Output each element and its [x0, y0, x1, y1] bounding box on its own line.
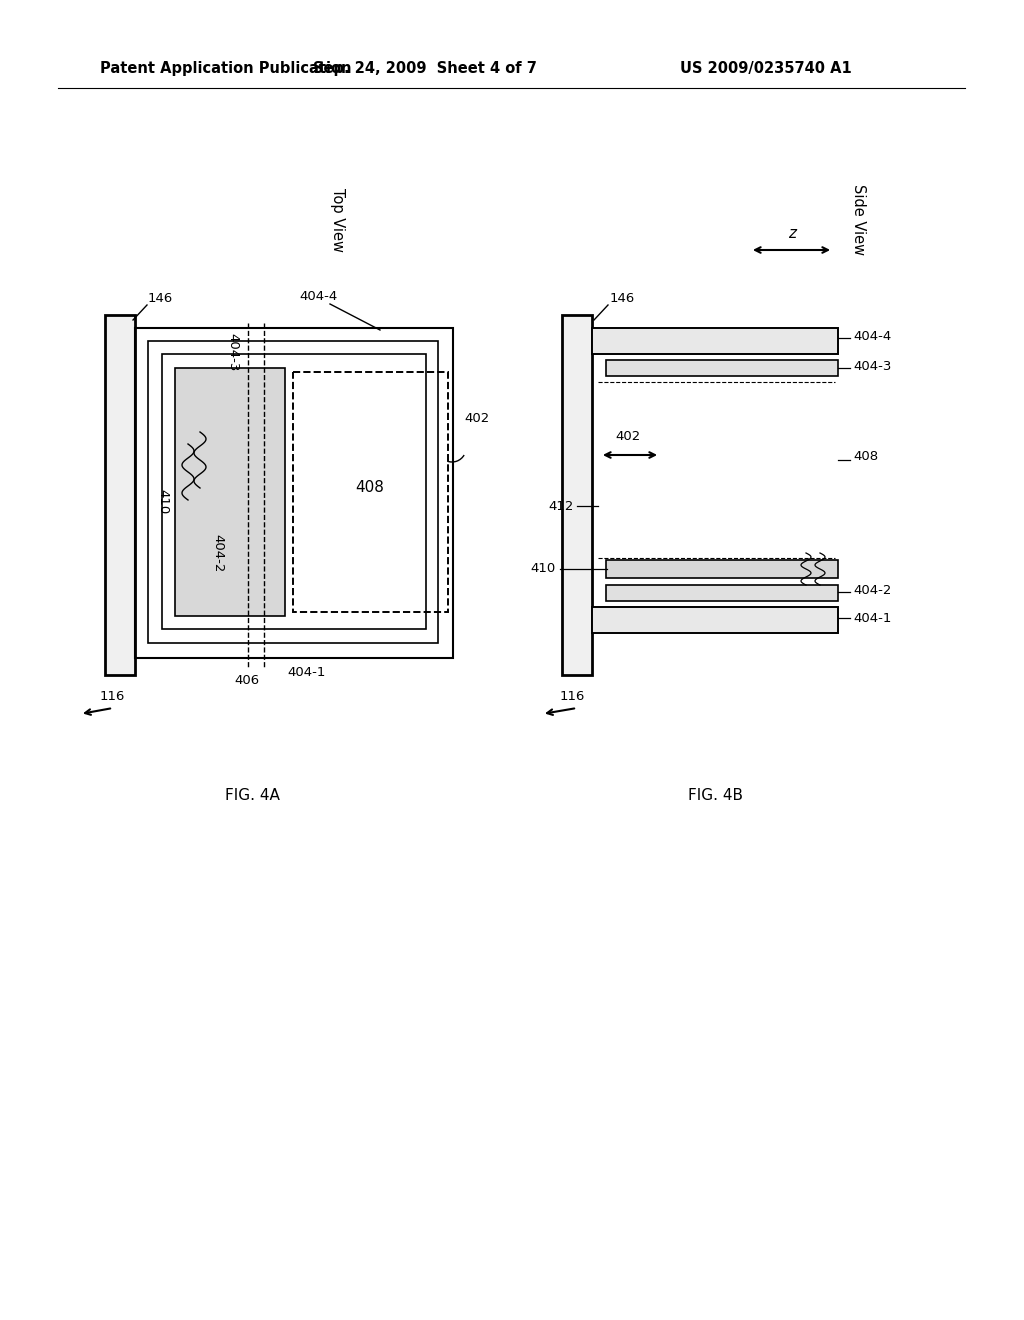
- Bar: [606, 360, 838, 376]
- Text: 146: 146: [610, 292, 635, 305]
- Text: 408: 408: [853, 450, 879, 462]
- Text: 404-2: 404-2: [212, 533, 224, 572]
- Text: 404-1: 404-1: [288, 665, 327, 678]
- Bar: [592, 327, 838, 354]
- Text: 116: 116: [559, 690, 585, 704]
- Text: 404-2: 404-2: [853, 585, 891, 598]
- Bar: [606, 560, 838, 578]
- Text: Side View: Side View: [851, 185, 865, 256]
- Bar: [293, 372, 449, 612]
- Text: 404-3: 404-3: [853, 359, 891, 372]
- Text: 406: 406: [234, 673, 259, 686]
- Text: FIG. 4B: FIG. 4B: [687, 788, 742, 803]
- Bar: [135, 327, 453, 657]
- Text: 402: 402: [464, 412, 489, 425]
- Text: Patent Application Publication: Patent Application Publication: [100, 61, 351, 75]
- Bar: [562, 315, 592, 675]
- Text: Sep. 24, 2009  Sheet 4 of 7: Sep. 24, 2009 Sheet 4 of 7: [313, 61, 537, 75]
- Bar: [592, 607, 838, 634]
- Text: z: z: [788, 227, 796, 242]
- Text: 412: 412: [549, 499, 574, 512]
- Text: 404-1: 404-1: [853, 611, 891, 624]
- Text: Top View: Top View: [331, 187, 345, 252]
- Bar: [148, 341, 438, 643]
- Text: 404-4: 404-4: [299, 290, 337, 304]
- Text: 404-4: 404-4: [853, 330, 891, 342]
- Bar: [175, 368, 285, 616]
- Text: FIG. 4A: FIG. 4A: [224, 788, 280, 803]
- Text: 402: 402: [615, 429, 641, 442]
- Text: 408: 408: [355, 480, 384, 495]
- Text: US 2009/0235740 A1: US 2009/0235740 A1: [680, 61, 852, 75]
- Text: 404-3: 404-3: [226, 333, 240, 371]
- Bar: [606, 585, 838, 601]
- Bar: [162, 354, 426, 630]
- Text: 410: 410: [157, 490, 170, 515]
- Bar: [105, 315, 135, 675]
- Text: 410: 410: [530, 562, 556, 576]
- Text: 146: 146: [148, 292, 173, 305]
- Text: 116: 116: [99, 690, 125, 704]
